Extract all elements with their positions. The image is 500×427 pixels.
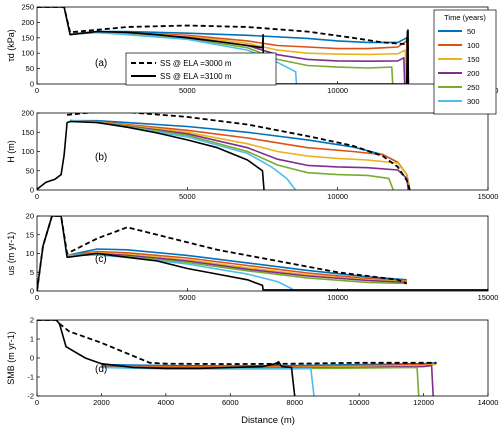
x-tick-label: 10000 [349,398,370,407]
series-group [37,216,488,291]
y-tick-label: -1 [27,373,34,382]
time-legend-box [433,9,497,115]
time-legend-title: Time (years) [444,13,486,22]
time-legend-label: 50 [467,27,475,36]
x-tick-label: 0 [35,398,39,407]
series-line-ss-ela-3100-m [37,216,488,291]
series-group [37,7,410,84]
y-tick-label: 200 [21,109,34,118]
y-tick-label: 1 [30,335,34,344]
ss-legend-label-dashed: SS @ ELA =3000 m [160,59,232,68]
x-tick-label: 14000 [478,398,499,407]
panel-1: 0 5000 10000 15000 0 50 100 150 200 H (m) (b) [6,109,498,202]
y-axis-label: H (m) [6,140,16,163]
panel-3: 0 2000 4000 6000 8000 10000 12000 14000 -2 -1 0 1 2 S… [6,316,498,408]
y-tick-label: 0 [30,287,34,296]
x-tick-label: 5000 [179,293,196,302]
series-line-100 [101,362,437,368]
y-tick-label: 150 [21,33,34,42]
x-tick-label: 4000 [158,398,175,407]
x-tick-label: 0 [35,192,39,201]
series-line-50 [66,248,407,281]
x-tick-label: 2000 [93,398,110,407]
panel-2: 0 5000 10000 15000 0 5 10 15 20 us (m yr-1) (c) [6,212,498,303]
y-tick-label: 200 [21,18,34,27]
x-tick-label: 5000 [179,192,196,201]
y-tick-label: 5 [30,268,34,277]
series-line-ss-ela-3100-m [37,320,296,396]
y-axis-label: τd (kPa) [6,29,16,62]
time-legend-label: 200 [467,69,480,78]
x-tick-label: 15000 [478,293,499,302]
y-tick-label: 10 [26,249,34,258]
time-legend-label: 300 [467,97,480,106]
x-tick-label: 0 [35,293,39,302]
x-tick-label: 0 [35,86,39,95]
x-tick-label: 10000 [327,192,348,201]
panel-label: (c) [95,254,107,265]
y-tick-label: -2 [27,392,34,401]
x-tick-label: 10000 [327,86,348,95]
ss-legend-label-solid: SS @ ELA =3100 m [160,72,232,81]
series-group [37,320,437,396]
series-line-300 [67,254,293,290]
panel-label: (a) [95,58,107,69]
y-tick-label: 0 [30,186,34,195]
x-tick-label: 12000 [413,398,434,407]
panel-label: (b) [95,152,107,163]
y-tick-label: 2 [30,316,34,325]
series-group [37,113,411,190]
ss-legend: SS @ ELA =3000 m SS @ ELA =3100 m [125,52,277,86]
y-tick-label: 20 [26,212,34,221]
series-line-ss-ela-3000-m [67,113,411,190]
x-tick-label: 10000 [327,293,348,302]
series-line-ss-ela-3100-m [37,7,410,84]
y-tick-label: 100 [21,49,34,58]
time-legend-label: 150 [467,55,480,64]
series-line-100 [66,250,407,282]
time-legend: Time (years) 50 100 150 200 250 300 [433,9,497,115]
x-tick-label: 8000 [286,398,303,407]
y-axis-label: us (m yr-1) [6,232,16,276]
panel-label: (d) [95,364,107,375]
y-tick-label: 250 [21,3,34,12]
series-line-ss-ela-3000-m [37,7,410,84]
series-line-50 [101,362,437,367]
y-tick-label: 150 [21,128,34,137]
series-line-ss-ela-3000-m [37,216,408,291]
time-legend-label: 100 [467,41,480,50]
ss-legend-box [125,52,277,86]
series-line-300 [70,31,298,84]
x-tick-label: 6000 [222,398,239,407]
x-tick-label: 5000 [179,86,196,95]
y-tick-label: 50 [26,166,34,175]
plot-area [37,320,488,396]
y-tick-label: 15 [26,230,34,239]
x-axis-label: Distance (m) [241,415,295,426]
y-tick-label: 0 [30,354,34,363]
y-tick-label: 50 [26,64,34,73]
y-tick-label: 0 [30,80,34,89]
y-axis-label: SMB (m yr-1) [6,331,16,385]
time-legend-label: 250 [467,83,480,92]
x-tick-label: 15000 [478,192,499,201]
y-tick-label: 100 [21,147,34,156]
series-line-ss-ela-3100-m [37,120,265,190]
